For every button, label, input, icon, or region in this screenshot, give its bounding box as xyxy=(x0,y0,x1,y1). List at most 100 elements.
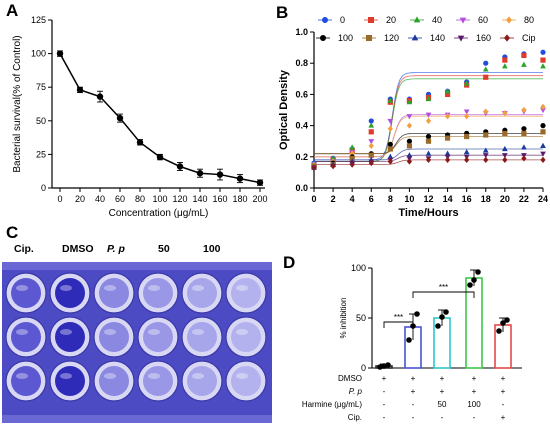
legend-marker xyxy=(504,34,510,42)
data-point xyxy=(500,320,506,326)
legend-label: Cip xyxy=(522,33,536,43)
data-point xyxy=(387,153,394,159)
y-tick-label: 50 xyxy=(356,313,366,323)
y-tick-label: 0.4 xyxy=(295,121,308,131)
legend-label: 100 xyxy=(338,33,353,43)
condition-cell: + xyxy=(440,374,445,383)
condition-cell: - xyxy=(502,400,505,409)
data-point xyxy=(464,133,470,140)
data-point xyxy=(471,277,477,283)
condition-cell: - xyxy=(383,400,386,409)
data-point xyxy=(406,114,413,120)
x-tick-label: 0 xyxy=(57,194,62,204)
data-point xyxy=(463,149,470,155)
x-tick-label: 200 xyxy=(252,194,267,204)
data-point xyxy=(76,86,84,94)
data-point xyxy=(502,156,508,164)
y-tick-label: 75 xyxy=(36,82,46,92)
x-tick-label: 160 xyxy=(212,194,227,204)
y-axis-label: Optical Density xyxy=(278,69,290,150)
data-point xyxy=(482,147,489,153)
condition-cell: - xyxy=(383,413,386,422)
well xyxy=(99,366,129,396)
data-point xyxy=(444,135,451,141)
data-point xyxy=(368,139,375,145)
well-highlight xyxy=(60,329,72,335)
data-point xyxy=(463,109,470,115)
data-point xyxy=(368,122,375,128)
x-tick-label: 40 xyxy=(95,194,105,204)
data-point xyxy=(521,106,527,114)
y-axis-label: % inhibition xyxy=(339,298,348,339)
data-point xyxy=(425,112,432,118)
x-tick-label: 10 xyxy=(404,194,414,204)
y-tick-label: 0 xyxy=(41,183,46,193)
well-highlight xyxy=(16,373,28,379)
data-point xyxy=(444,88,451,94)
well xyxy=(143,322,173,352)
panel-letter-b: B xyxy=(276,3,288,22)
data-point xyxy=(521,52,527,58)
x-tick-label: 20 xyxy=(75,194,85,204)
x-tick-label: 140 xyxy=(192,194,207,204)
data-point xyxy=(368,129,374,135)
y-tick-label: 100 xyxy=(351,263,366,273)
well-highlight xyxy=(192,373,204,379)
data-point xyxy=(349,161,355,168)
data-point xyxy=(483,156,489,164)
data-point xyxy=(406,158,413,165)
data-point xyxy=(349,144,356,150)
legend-label: 120 xyxy=(384,33,399,43)
condition-cell: 100 xyxy=(467,400,481,409)
data-point xyxy=(475,269,481,275)
data-point xyxy=(483,60,489,66)
well-highlight xyxy=(148,329,160,335)
well-highlight xyxy=(16,329,28,335)
well-highlight xyxy=(148,373,160,379)
well xyxy=(187,278,217,308)
data-point xyxy=(521,126,527,132)
plate-column-label: 50 xyxy=(158,243,170,255)
well-highlight xyxy=(148,285,160,291)
well xyxy=(231,366,261,396)
data-point xyxy=(330,163,336,170)
y-tick-label: 25 xyxy=(36,149,46,159)
x-tick-label: 60 xyxy=(115,194,125,204)
data-point xyxy=(368,159,374,167)
legend-marker xyxy=(322,17,328,23)
data-point xyxy=(496,328,502,334)
data-point xyxy=(483,108,489,115)
y-tick-label: 0.0 xyxy=(295,183,308,193)
condition-cell: + xyxy=(501,387,506,396)
condition-cell: - xyxy=(412,413,415,422)
well-highlight xyxy=(104,373,116,379)
well xyxy=(55,278,85,308)
condition-cell: + xyxy=(501,374,506,383)
data-point xyxy=(521,144,527,150)
legend-marker xyxy=(320,35,326,41)
data-point xyxy=(540,57,546,63)
data-point xyxy=(156,153,164,161)
well-highlight xyxy=(104,329,116,335)
data-point xyxy=(540,129,546,135)
data-point xyxy=(406,99,413,105)
legend-marker xyxy=(368,17,374,23)
plate-edge-bottom xyxy=(2,415,272,423)
well-highlight xyxy=(236,373,248,379)
well xyxy=(11,366,41,396)
data-point xyxy=(387,118,394,125)
condition-cell: + xyxy=(411,387,416,396)
x-tick-label: 80 xyxy=(135,194,145,204)
data-point xyxy=(435,323,441,329)
plate-column-label: DMSO xyxy=(62,243,94,255)
data-point xyxy=(349,150,355,157)
condition-cell: + xyxy=(501,413,506,422)
data-point xyxy=(501,153,508,159)
y-tick-label: 125 xyxy=(31,15,46,25)
condition-cell: - xyxy=(383,387,386,396)
condition-cell: + xyxy=(472,374,477,383)
well xyxy=(11,322,41,352)
x-tick-label: 22 xyxy=(519,194,529,204)
condition-label: DMSO xyxy=(338,374,362,383)
